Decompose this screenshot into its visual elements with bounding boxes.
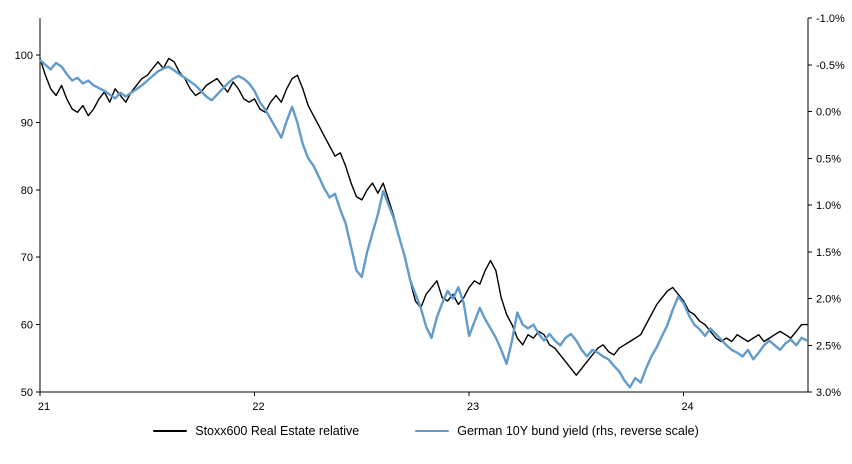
left-axis-tick-label: 60 [21, 320, 33, 332]
x-axis-tick-label: 23 [467, 401, 479, 413]
legend-line-sample-blue [415, 430, 450, 432]
right-axis-tick-label: 2.5% [816, 340, 841, 352]
right-axis-tick-label: 2.0% [816, 294, 841, 306]
x-axis-tick-label: 24 [681, 401, 693, 413]
legend-item-stoxx600: Stoxx600 Real Estate relative [153, 424, 359, 438]
left-axis-tick-label: 70 [21, 252, 33, 264]
series-line-bund-yield [38, 58, 809, 389]
chart-legend: Stoxx600 Real Estate relative German 10Y… [0, 424, 852, 438]
right-axis-tick-label: 1.5% [816, 247, 841, 259]
left-axis-tick-label: 100 [15, 50, 33, 62]
right-axis-tick-label: 3.0% [816, 387, 841, 399]
left-axis-tick-label: 50 [21, 387, 33, 399]
right-axis-tick-label: -1.0% [816, 13, 845, 25]
left-axis-tick-label: 90 [21, 117, 33, 129]
right-axis-tick-label: 0.5% [816, 153, 841, 165]
x-axis-tick-label: 22 [252, 401, 264, 413]
right-axis-tick-label: 0.0% [816, 107, 841, 119]
series-line-stoxx600 [39, 57, 808, 376]
legend-label-bund-yield: German 10Y bund yield (rhs, reverse scal… [457, 424, 699, 438]
right-axis-tick-label: -0.5% [816, 60, 845, 72]
legend-label-stoxx600: Stoxx600 Real Estate relative [195, 424, 360, 438]
left-axis-tick-label: 80 [21, 185, 33, 197]
right-axis-tick-label: 1.0% [816, 200, 841, 212]
legend-item-bund-yield: German 10Y bund yield (rhs, reverse scal… [415, 424, 699, 438]
line-chart: 100 90 80 70 60 50 -1.0% -0.5% 0.0% 0.5% 1.0% 1.5% 2… [15, 13, 845, 413]
legend-line-sample-black [153, 430, 188, 432]
x-axis-tick-label: 21 [38, 401, 50, 413]
